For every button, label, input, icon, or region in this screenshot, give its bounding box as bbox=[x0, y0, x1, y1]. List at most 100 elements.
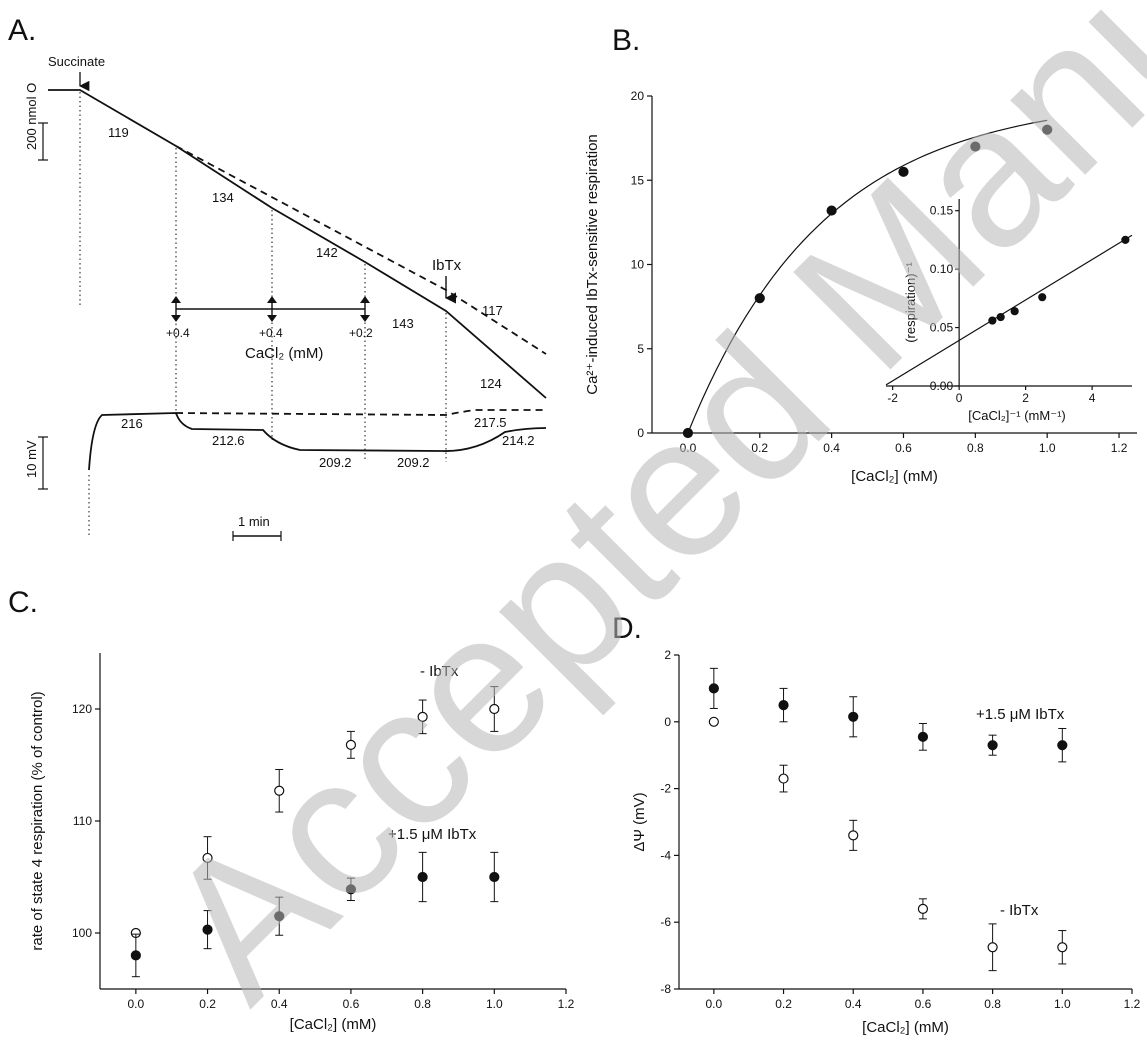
panel-a-letter: A. bbox=[8, 14, 36, 47]
data-point bbox=[987, 740, 998, 751]
x-tick-label: 0.2 bbox=[199, 997, 216, 1011]
data-point bbox=[417, 871, 428, 883]
potential-scale-label: 10 mV bbox=[24, 440, 39, 478]
watermark: Accepted Manuscript bbox=[123, 0, 1147, 1040]
rate-label: 117 bbox=[482, 303, 503, 318]
x-axis-label: [CaCl₂] (mM) bbox=[851, 468, 938, 485]
data-point bbox=[988, 316, 997, 325]
inset-fit-line bbox=[885, 234, 1133, 386]
x-tick-label: 0.4 bbox=[845, 997, 862, 1011]
data-point bbox=[848, 830, 859, 841]
panel-b-letter: B. bbox=[612, 24, 640, 57]
panel-d: D. 0.0 0.2 0.4 0.6 0.8 1.0 1.2 2 0 -2 -4 -6 -8 [CaCl₂… bbox=[612, 612, 1141, 1036]
data-point bbox=[489, 871, 500, 883]
oxygen-scale-label: 200 nmol O bbox=[24, 83, 39, 150]
chart-d: 0.0 0.2 0.4 0.6 0.8 1.0 1.2 2 0 -2 -4 -6 -8 [CaCl₂] (… bbox=[631, 648, 1141, 1036]
addition-label: +0.2 bbox=[349, 326, 373, 340]
y-tick-label: -8 bbox=[660, 982, 671, 996]
data-point bbox=[1057, 740, 1068, 751]
oxygen-trace-control bbox=[48, 89, 547, 399]
y-tick-label: 2 bbox=[664, 648, 671, 662]
x-axis-label: [CaCl₂] (mM) bbox=[862, 1019, 949, 1036]
data-point bbox=[898, 166, 909, 177]
potential-label: 214.2 bbox=[502, 433, 535, 448]
data-point bbox=[345, 739, 357, 750]
annotation-no-ibtx: - IbTx bbox=[1000, 902, 1039, 919]
data-point bbox=[826, 205, 837, 216]
x-tick-label: 0.2 bbox=[751, 441, 768, 455]
oxygen-scale-bar: 200 nmol O bbox=[24, 83, 48, 161]
data-point bbox=[202, 924, 213, 935]
succinate-label: Succinate bbox=[48, 54, 105, 69]
panel-d-letter: D. bbox=[612, 612, 642, 645]
y-tick-label: 120 bbox=[72, 702, 92, 716]
data-point bbox=[987, 942, 998, 953]
data-point bbox=[274, 785, 285, 796]
panel-c: C. 0.0 0.2 0.4 0.6 0.8 1.0 1.2 100 110 120 [CaCl₂]… bbox=[8, 586, 575, 1033]
data-point bbox=[917, 903, 929, 914]
inset-x-tick-label: 4 bbox=[1089, 391, 1096, 405]
x-tick-label: 0.4 bbox=[823, 441, 840, 455]
potential-label: 209.2 bbox=[319, 455, 352, 470]
x-tick-label: 1.0 bbox=[1039, 441, 1056, 455]
x-axis-label: [CaCl₂] (mM) bbox=[290, 1016, 377, 1033]
oxygen-trace-ibtx bbox=[175, 145, 547, 355]
data-point bbox=[489, 703, 500, 715]
data-point bbox=[1038, 293, 1047, 302]
potential-label: 212.6 bbox=[212, 433, 245, 448]
annotation-ibtx: +1.5 μM IbTx bbox=[388, 826, 477, 843]
inset-x-tick-label: -2 bbox=[887, 391, 898, 405]
y-axis-label: Ca²⁺-induced IbTx-sensitive respiration bbox=[584, 134, 601, 395]
x-tick-label: 0.8 bbox=[984, 997, 1001, 1011]
y-tick-label: -4 bbox=[660, 848, 671, 862]
inset-x-tick-label: 0 bbox=[956, 391, 963, 405]
x-tick-label: 0.4 bbox=[271, 997, 288, 1011]
data-point bbox=[130, 950, 141, 961]
inset-x-tick-label: 2 bbox=[1022, 391, 1029, 405]
data-point bbox=[778, 699, 789, 711]
y-tick-label: 15 bbox=[631, 173, 645, 187]
data-point bbox=[274, 911, 285, 922]
x-tick-label: 0.0 bbox=[680, 441, 697, 455]
calcium-additions: +0.4 +0.4 +0.2 CaCl₂ (mM) bbox=[166, 296, 373, 362]
data-point bbox=[345, 884, 357, 895]
data-point bbox=[848, 711, 859, 722]
y-tick-label: -6 bbox=[660, 915, 671, 929]
rate-label: 143 bbox=[392, 316, 414, 331]
x-tick-label: 0.6 bbox=[915, 997, 932, 1011]
cacl2-label: CaCl₂ (mM) bbox=[245, 345, 323, 362]
data-point bbox=[1121, 235, 1130, 245]
potential-trace-control bbox=[88, 412, 547, 471]
x-tick-label: 0.6 bbox=[343, 997, 360, 1011]
inset-y-tick-label: 0.00 bbox=[930, 379, 954, 393]
fit-curve bbox=[687, 119, 1048, 434]
addition-label: +0.4 bbox=[259, 326, 283, 340]
ibtx-label: IbTx bbox=[432, 257, 462, 274]
data-point bbox=[1042, 124, 1053, 135]
rate-label: 134 bbox=[212, 190, 234, 205]
potential-label: 216 bbox=[121, 416, 143, 431]
chart-c: 0.0 0.2 0.4 0.6 0.8 1.0 1.2 100 110 120 [CaCl₂] (m… bbox=[29, 653, 575, 1033]
x-tick-label: 0.0 bbox=[128, 997, 145, 1011]
rate-label: 142 bbox=[316, 245, 338, 260]
x-tick-label: 1.2 bbox=[1124, 997, 1141, 1011]
x-tick-label: 0.6 bbox=[895, 441, 912, 455]
inset-chart: -2 0 2 4 0.00 0.05 0.10 0.15 [CaCl₂]⁻¹ (mM⁻¹) (re… bbox=[885, 199, 1133, 423]
x-tick-label: 0.0 bbox=[706, 997, 723, 1011]
data-point bbox=[996, 312, 1005, 322]
y-axis-label: ΔΨ (mV) bbox=[631, 792, 648, 851]
time-scale-label: 1 min bbox=[238, 514, 270, 529]
x-tick-label: 1.0 bbox=[1054, 997, 1071, 1011]
y-tick-label: 110 bbox=[73, 814, 92, 828]
y-tick-label: 100 bbox=[72, 926, 92, 940]
x-tick-label: 0.8 bbox=[967, 441, 984, 455]
rate-label: 119 bbox=[108, 125, 129, 140]
potential-scale-bar: 10 mV bbox=[24, 436, 48, 490]
y-axis-label: rate of state 4 respiration (% of contro… bbox=[29, 691, 46, 950]
data-point bbox=[917, 731, 929, 742]
data-point bbox=[417, 711, 428, 722]
data-point bbox=[682, 427, 694, 439]
annotation-ibtx: +1.5 μM IbTx bbox=[976, 706, 1065, 723]
data-point bbox=[708, 716, 719, 727]
